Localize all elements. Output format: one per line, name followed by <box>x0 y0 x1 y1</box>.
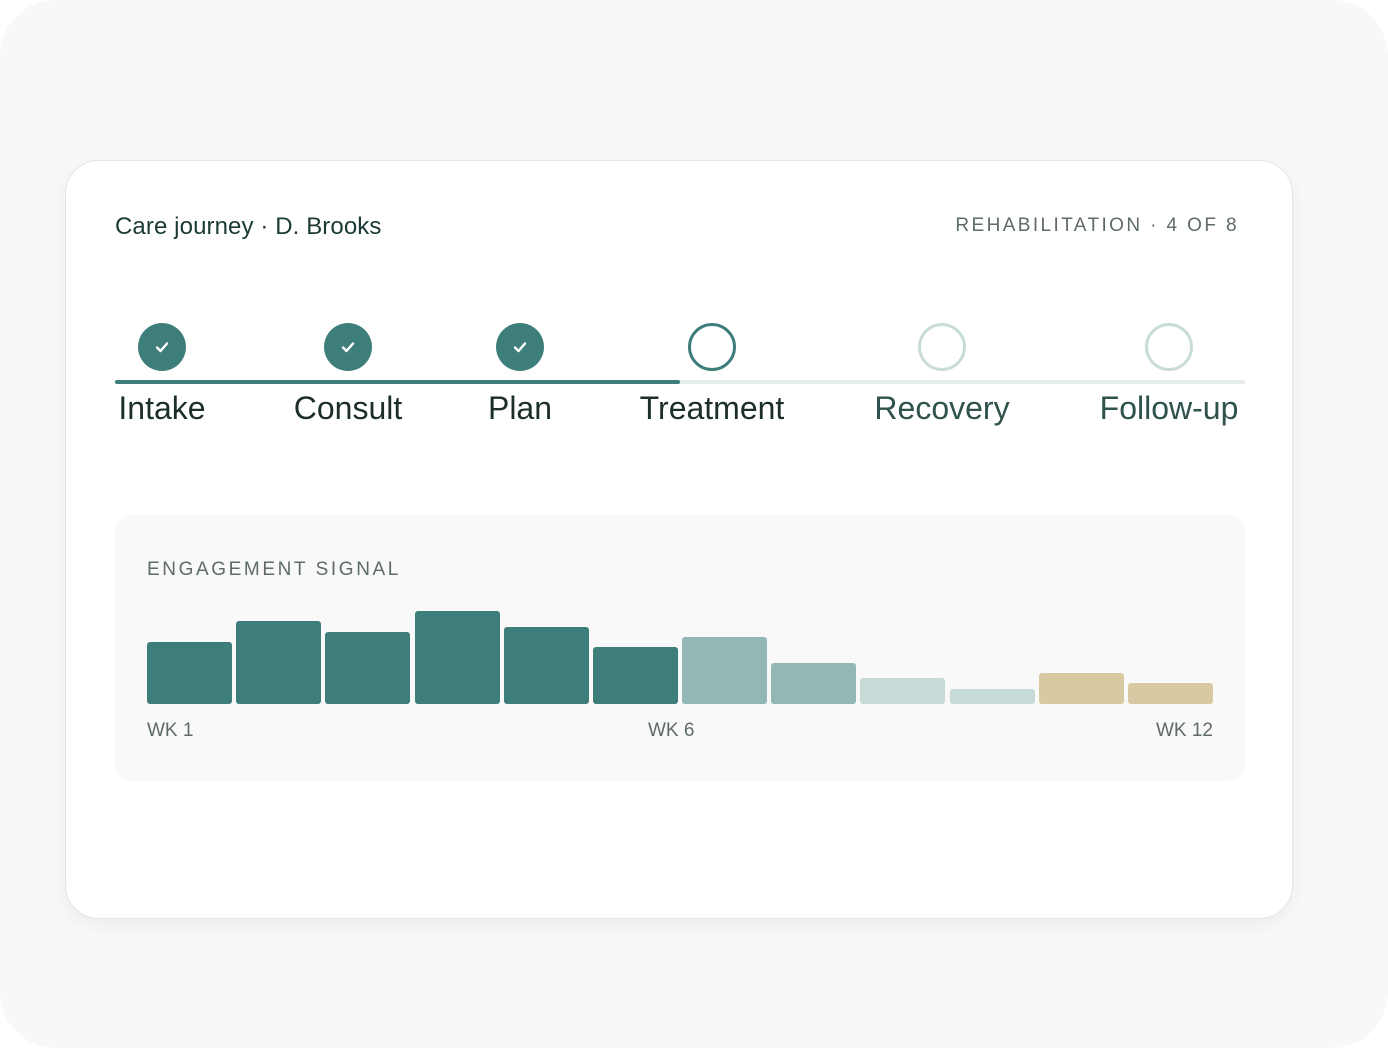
engagement-bar <box>1127 683 1213 704</box>
step-intake-label: Intake <box>118 390 206 426</box>
stage-counter: REHABILITATION · 4 OF 8 <box>955 215 1239 236</box>
engagement-panel: ENGAGEMENT SIGNAL WK 1 WK 6 WK 12 <box>115 515 1245 781</box>
engagement-bar <box>1038 673 1124 704</box>
step-plan-marker <box>496 323 544 371</box>
engagement-bar <box>592 647 678 704</box>
check-icon <box>513 342 527 353</box>
card-title: Care journey · D. Brooks <box>115 213 382 240</box>
engagement-title: ENGAGEMENT SIGNAL <box>147 559 401 580</box>
engagement-bar <box>682 636 768 704</box>
engagement-bar <box>147 642 233 704</box>
engagement-bar <box>414 611 500 704</box>
step-recovery-label: Recovery <box>874 390 1010 426</box>
care-journey-card: Care journey · D. Brooks REHABILITATION … <box>65 160 1293 919</box>
step-treatment-marker <box>688 323 736 371</box>
step-treatment-label: Treatment <box>639 390 785 426</box>
step-recovery-marker <box>918 323 966 371</box>
axis-label-mid: WK 6 <box>648 720 695 741</box>
engagement-bar <box>771 662 857 704</box>
axis-label-start: WK 1 <box>147 720 194 741</box>
check-icon <box>341 342 355 353</box>
step-plan-label: Plan <box>487 390 553 426</box>
step-follow-up-marker <box>1145 323 1193 371</box>
engagement-bar <box>325 631 411 704</box>
engagement-bar <box>236 621 322 704</box>
step-consult-label: Consult <box>293 390 403 426</box>
step-follow-up-label: Follow-up <box>1099 390 1239 426</box>
check-icon <box>155 342 169 353</box>
axis-label-end: WK 12 <box>1155 720 1213 741</box>
progress-track-fill <box>115 380 680 384</box>
step-consult-marker <box>324 323 372 371</box>
engagement-bar <box>860 678 946 704</box>
engagement-bar <box>949 688 1035 704</box>
step-intake-marker <box>138 323 186 371</box>
engagement-bar-chart <box>147 611 1213 704</box>
progress-track <box>115 380 1245 384</box>
engagement-bar <box>503 626 589 704</box>
